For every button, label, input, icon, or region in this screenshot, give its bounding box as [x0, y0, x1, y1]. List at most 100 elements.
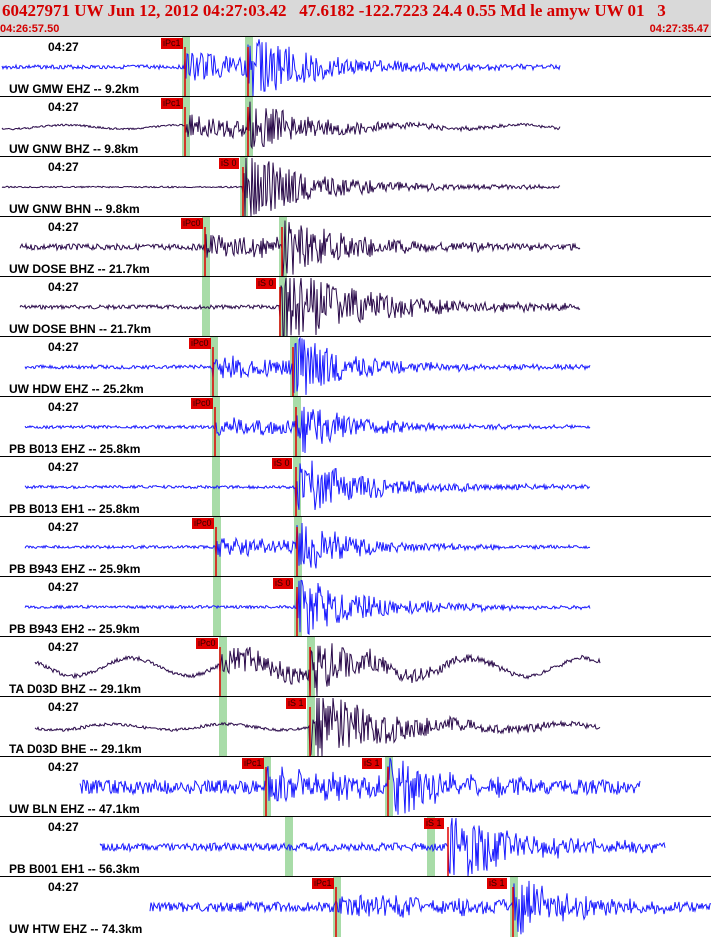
trace-panel[interactable]: 04:27 iS 1 PB B001 EH1 -- 56.3km: [0, 816, 711, 877]
phase-marker-band: [510, 877, 518, 937]
waveform-trace: [24, 406, 591, 454]
pick-label[interactable]: iPc1: [161, 98, 183, 109]
event-title: 60427971 UW Jun 12, 2012 04:27:03.42 47.…: [2, 1, 666, 20]
trace-canvas: [1, 97, 561, 157]
waveform-trace: [1, 157, 561, 217]
trace-panel[interactable]: 04:27 iS 0 PB B943 EH2 -- 25.9km: [0, 576, 711, 637]
station-label: UW GMW EHZ -- 9.2km: [9, 82, 140, 96]
trace-panel[interactable]: 04:27 iS 0 UW DOSE BHN -- 21.7km: [0, 276, 711, 337]
trace-panel[interactable]: 04:27 iS 0 PB B013 EH1 -- 25.8km: [0, 456, 711, 517]
trace-canvas: [19, 277, 581, 337]
waveform-trace: [24, 460, 591, 511]
phase-marker-band: [202, 217, 210, 277]
trace-panel[interactable]: 04:27 iPc0 PB B013 EHZ -- 25.8km: [0, 396, 711, 457]
pick-label[interactable]: iPc0: [196, 638, 218, 649]
phase-marker-band: [385, 757, 393, 817]
phase-marker-band: [202, 277, 210, 337]
trace-panel[interactable]: 04:27 iPc1 UW GNW BHZ -- 9.8km: [0, 96, 711, 157]
pick-label[interactable]: iS 0: [219, 158, 239, 169]
pick-label[interactable]: iS 0: [256, 278, 276, 289]
waveform-trace: [1, 39, 561, 97]
station-label: UW BLN EHZ -- 47.1km: [9, 802, 140, 816]
waveform-trace: [24, 337, 591, 395]
pick-label[interactable]: iPc1: [312, 878, 334, 889]
phase-marker-band: [279, 277, 287, 337]
pick-label[interactable]: iPc1: [242, 758, 264, 769]
trace-panel[interactable]: 04:27 iS 0 UW GNW BHN -- 9.8km: [0, 156, 711, 217]
station-label: UW HTW EHZ -- 74.3km: [9, 922, 143, 936]
waveform-trace: [19, 220, 581, 277]
waveform-trace: [34, 643, 601, 697]
time-tick-label: 04:27: [48, 880, 79, 894]
start-time-label: 04:26:57.50: [0, 23, 60, 35]
time-tick-label: 04:27: [48, 580, 79, 594]
time-tick-label: 04:27: [48, 220, 79, 234]
pick-label[interactable]: iS 1: [286, 698, 306, 709]
pick-label[interactable]: iPc0: [191, 398, 213, 409]
trace-panel[interactable]: 04:27 iPc0 PB B943 EHZ -- 25.9km: [0, 516, 711, 577]
phase-marker-band: [293, 397, 301, 457]
phase-marker-band: [182, 97, 190, 157]
time-tick-label: 04:27: [48, 640, 79, 654]
phase-marker-band: [263, 757, 271, 817]
trace-canvas: [1, 37, 561, 97]
trace-panel[interactable]: 04:27 iPc1 iS 1 UW HTW EHZ -- 74.3km: [0, 876, 711, 937]
trace-canvas: [1, 157, 561, 217]
time-tick-label: 04:27: [48, 340, 79, 354]
phase-marker-band: [290, 337, 298, 397]
trace-canvas: [79, 757, 641, 817]
pick-label[interactable]: iPc0: [189, 338, 211, 349]
pick-label[interactable]: iS 0: [273, 578, 293, 589]
waveform-trace: [34, 697, 601, 757]
waveform-trace: [24, 579, 591, 635]
station-label: UW HDW EHZ -- 25.2km: [9, 382, 144, 396]
event-header: 60427971 UW Jun 12, 2012 04:27:03.42 47.…: [0, 0, 711, 36]
trace-canvas: [24, 517, 591, 577]
station-label: TA D03D BHE -- 29.1km: [9, 742, 142, 756]
trace-panel[interactable]: 04:27 iPc0 UW HDW EHZ -- 25.2km: [0, 336, 711, 397]
pick-label[interactable]: iS 0: [272, 458, 292, 469]
pick-label[interactable]: iPc0: [192, 518, 214, 529]
station-label: UW DOSE BHN -- 21.7km: [9, 322, 152, 336]
trace-panel[interactable]: 04:27 iPc0 UW DOSE BHZ -- 21.7km: [0, 216, 711, 277]
phase-marker-band: [307, 697, 315, 757]
station-label: PB B943 EH2 -- 25.9km: [9, 622, 140, 636]
trace-canvas: [149, 877, 711, 937]
pick-label[interactable]: iPc0: [181, 218, 203, 229]
waveform-trace: [24, 522, 591, 569]
trace-panel[interactable]: 04:27 iPc1 iS 1 UW BLN EHZ -- 47.1km: [0, 756, 711, 817]
waveform-trace: [99, 817, 666, 877]
waveform-trace: [79, 757, 641, 815]
time-tick-label: 04:27: [48, 460, 79, 474]
trace-canvas: [34, 637, 601, 697]
trace-panel[interactable]: 04:27 iPc0 TA D03D BHZ -- 29.1km: [0, 636, 711, 697]
pick-label[interactable]: iPc1: [161, 38, 183, 49]
station-label: UW GNW BHN -- 9.8km: [9, 202, 140, 216]
station-label: UW GNW BHZ -- 9.8km: [9, 142, 139, 156]
station-label: UW DOSE BHZ -- 21.7km: [9, 262, 150, 276]
time-tick-label: 04:27: [48, 100, 79, 114]
trace-canvas: [99, 817, 666, 877]
waveform-trace: [19, 277, 581, 337]
time-tick-label: 04:27: [48, 760, 79, 774]
pick-label[interactable]: iS 1: [424, 818, 444, 829]
station-label: PB B013 EH1 -- 25.8km: [9, 502, 140, 516]
trace-panel[interactable]: 04:27 iPc1 UW GMW EHZ -- 9.2km: [0, 36, 711, 97]
waveform-trace: [1, 101, 561, 150]
trace-canvas: [34, 697, 601, 757]
station-label: PB B013 EHZ -- 25.8km: [9, 442, 141, 456]
phase-marker-band: [219, 697, 227, 757]
pick-label-secondary[interactable]: iS 1: [362, 758, 382, 769]
trace-canvas: [19, 217, 581, 277]
time-tick-label: 04:27: [48, 700, 79, 714]
phase-marker-band: [279, 217, 287, 277]
time-tick-label: 04:27: [48, 820, 79, 834]
time-tick-label: 04:27: [48, 160, 79, 174]
trace-canvas: [24, 397, 591, 457]
trace-panel[interactable]: 04:27 iS 1 TA D03D BHE -- 29.1km: [0, 696, 711, 757]
seismogram-panels[interactable]: 04:27 iPc1 UW GMW EHZ -- 9.2km 04:27 iPc1 UW …: [0, 36, 711, 938]
end-time-label: 04:27:35.47: [649, 23, 709, 35]
pick-label-secondary[interactable]: iS 1: [487, 878, 507, 889]
time-tick-label: 04:27: [48, 280, 79, 294]
station-label: PB B943 EHZ -- 25.9km: [9, 562, 141, 576]
